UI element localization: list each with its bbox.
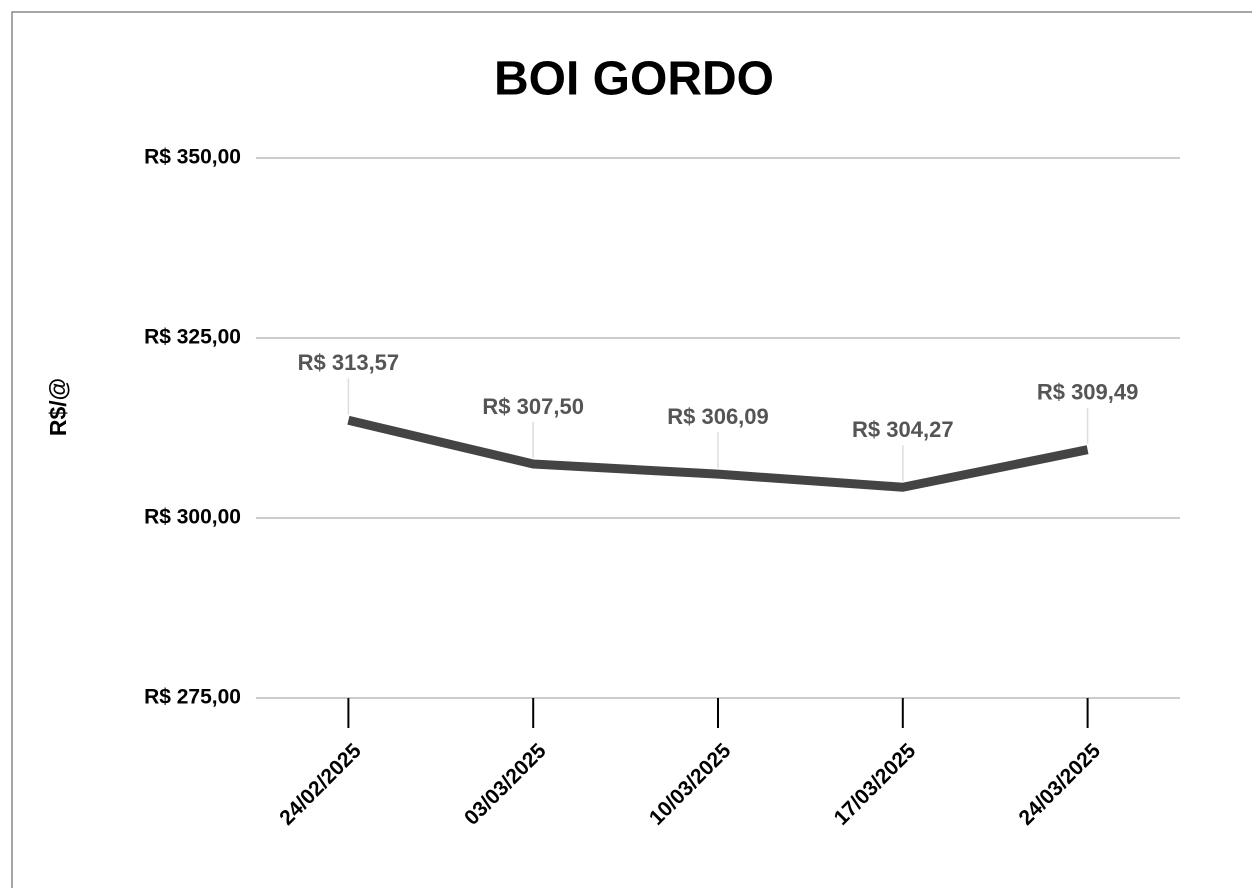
y-tick-label: R$ 325,00 — [144, 326, 241, 349]
y-tick-label: R$ 350,00 — [144, 146, 241, 169]
y-tick-label: R$ 300,00 — [144, 506, 241, 529]
data-label: R$ 306,09 — [667, 404, 769, 429]
y-axis-label: R$/@ — [45, 378, 71, 436]
data-label: R$ 309,49 — [1037, 379, 1139, 404]
data-label: R$ 307,50 — [482, 394, 584, 419]
data-label: R$ 304,27 — [852, 417, 954, 442]
line — [347, 415, 1089, 492]
y-tick-label: R$ 275,00 — [144, 686, 241, 709]
data-label: R$ 313,57 — [298, 350, 400, 375]
chart-title: BOI GORDO — [494, 53, 774, 106]
